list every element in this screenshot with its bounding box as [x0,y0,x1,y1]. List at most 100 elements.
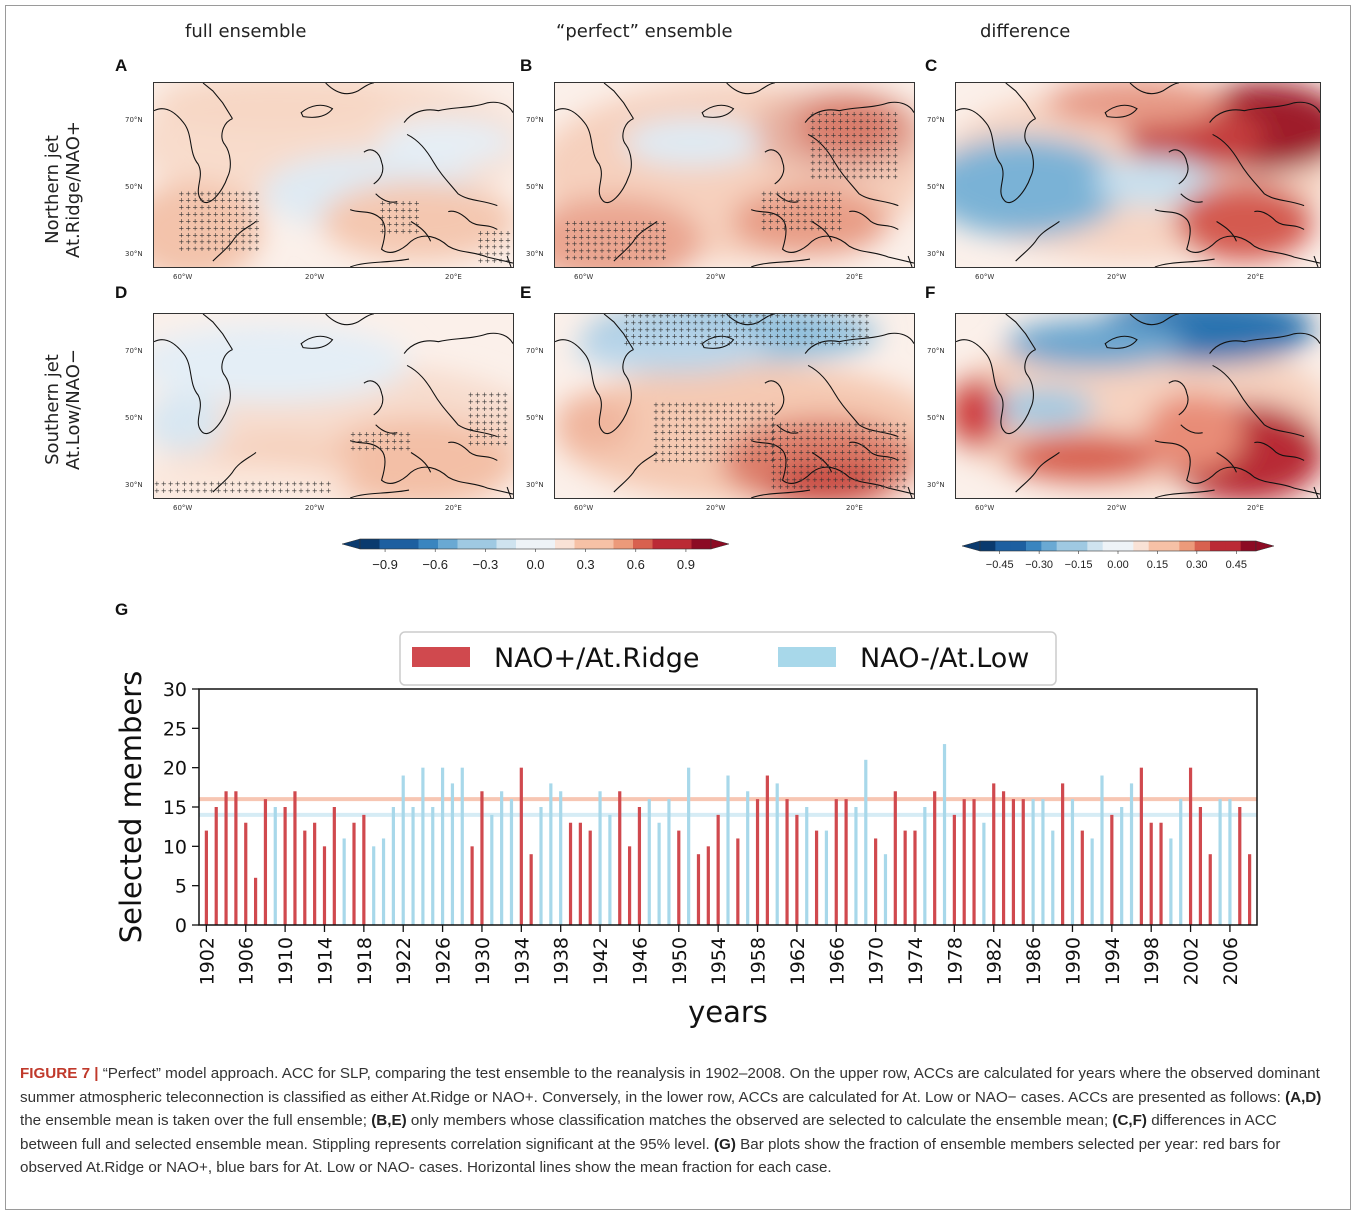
svg-text:+: + [740,333,746,341]
bar [411,807,415,925]
svg-text:+: + [872,111,878,119]
svg-text:+: + [860,462,866,470]
svg-text:+: + [637,314,643,320]
svg-text:+: + [756,443,762,451]
x-tick-label: 1934 [511,937,533,985]
svg-text:+: + [785,455,791,463]
svg-text:+: + [802,197,808,205]
svg-text:+: + [701,449,707,457]
x-tick-label: 1970 [866,937,888,985]
svg-text:+: + [879,166,885,174]
svg-text:+: + [579,247,585,255]
svg-text:+: + [831,138,837,146]
legend-swatch-red [412,647,470,667]
svg-text:+: + [220,238,226,246]
svg-text:+: + [844,166,850,174]
svg-text:+: + [798,428,804,436]
svg-text:+: + [312,487,318,495]
svg-text:+: + [250,487,256,495]
svg-text:+: + [892,118,898,126]
svg-text:+: + [660,401,666,409]
svg-text:+: + [879,124,885,132]
svg-text:+: + [701,456,707,464]
svg-text:+: + [846,476,852,484]
svg-text:+: + [661,240,667,248]
svg-text:+: + [798,421,804,429]
svg-text:+: + [357,438,363,446]
svg-text:+: + [478,243,484,251]
svg-text:+: + [770,436,776,444]
svg-text:+: + [414,200,420,208]
svg-text:+: + [881,442,887,450]
svg-text:+: + [692,333,698,341]
svg-text:+: + [857,319,863,327]
svg-text:+: + [233,217,239,225]
svg-text:+: + [830,211,836,219]
svg-text:+: + [837,190,843,198]
svg-text:+: + [687,429,693,437]
svg-text:+: + [809,340,815,348]
svg-text:+: + [812,476,818,484]
svg-text:+: + [826,469,832,477]
svg-text:+: + [357,431,363,439]
svg-text:+: + [824,159,830,167]
bar [421,767,425,925]
svg-text:+: + [795,319,801,327]
longitude-label: 20°E [445,273,462,281]
svg-text:+: + [674,401,680,409]
svg-text:+: + [667,443,673,451]
svg-text:+: + [763,456,769,464]
svg-text:+: + [254,231,260,239]
svg-text:+: + [708,443,714,451]
svg-text:+: + [681,443,687,451]
bar [1208,854,1212,925]
x-tick-label: 1954 [708,937,730,985]
svg-text:+: + [735,456,741,464]
svg-text:+: + [254,197,260,205]
longitude-label: 60°W [173,504,193,512]
svg-text:+: + [599,254,605,262]
svg-text:+: + [502,433,508,441]
svg-text:+: + [879,159,885,167]
svg-text:+: + [206,197,212,205]
svg-text:+: + [687,408,693,416]
svg-text:+: + [810,159,816,167]
svg-text:+: + [482,433,488,441]
svg-text:+: + [398,431,404,439]
svg-text:+: + [850,314,856,320]
svg-text:+: + [378,431,384,439]
svg-text:+: + [651,314,657,320]
bar [500,791,504,925]
svg-text:+: + [599,240,605,248]
svg-text:+: + [901,428,907,436]
colorbar-tick-label: 0.9 [677,557,695,572]
svg-text:+: + [771,448,777,456]
bar [1228,799,1232,925]
svg-text:+: + [888,455,894,463]
longitude-label: 20°W [706,504,726,512]
svg-text:+: + [220,217,226,225]
svg-text:+: + [585,254,591,262]
svg-text:+: + [858,166,864,174]
svg-text:+: + [881,455,887,463]
svg-text:+: + [498,236,504,244]
svg-text:+: + [660,408,666,416]
bar [1149,822,1153,925]
svg-text:+: + [661,226,667,234]
svg-text:+: + [749,415,755,423]
svg-text:+: + [892,124,898,132]
svg-text:+: + [227,197,233,205]
svg-text:+: + [482,412,488,420]
svg-text:+: + [749,443,755,451]
svg-text:+: + [867,421,873,429]
svg-text:+: + [823,340,829,348]
svg-text:+: + [393,227,399,235]
svg-text:+: + [660,429,666,437]
svg-text:+: + [502,426,508,434]
svg-text:+: + [592,233,598,241]
panel-letter-b: B [520,56,533,75]
bar [1248,854,1252,925]
svg-text:+: + [881,448,887,456]
figure-caption: FIGURE 7 | “Perfect” model approach. ACC… [20,1062,1338,1180]
svg-text:+: + [775,190,781,198]
